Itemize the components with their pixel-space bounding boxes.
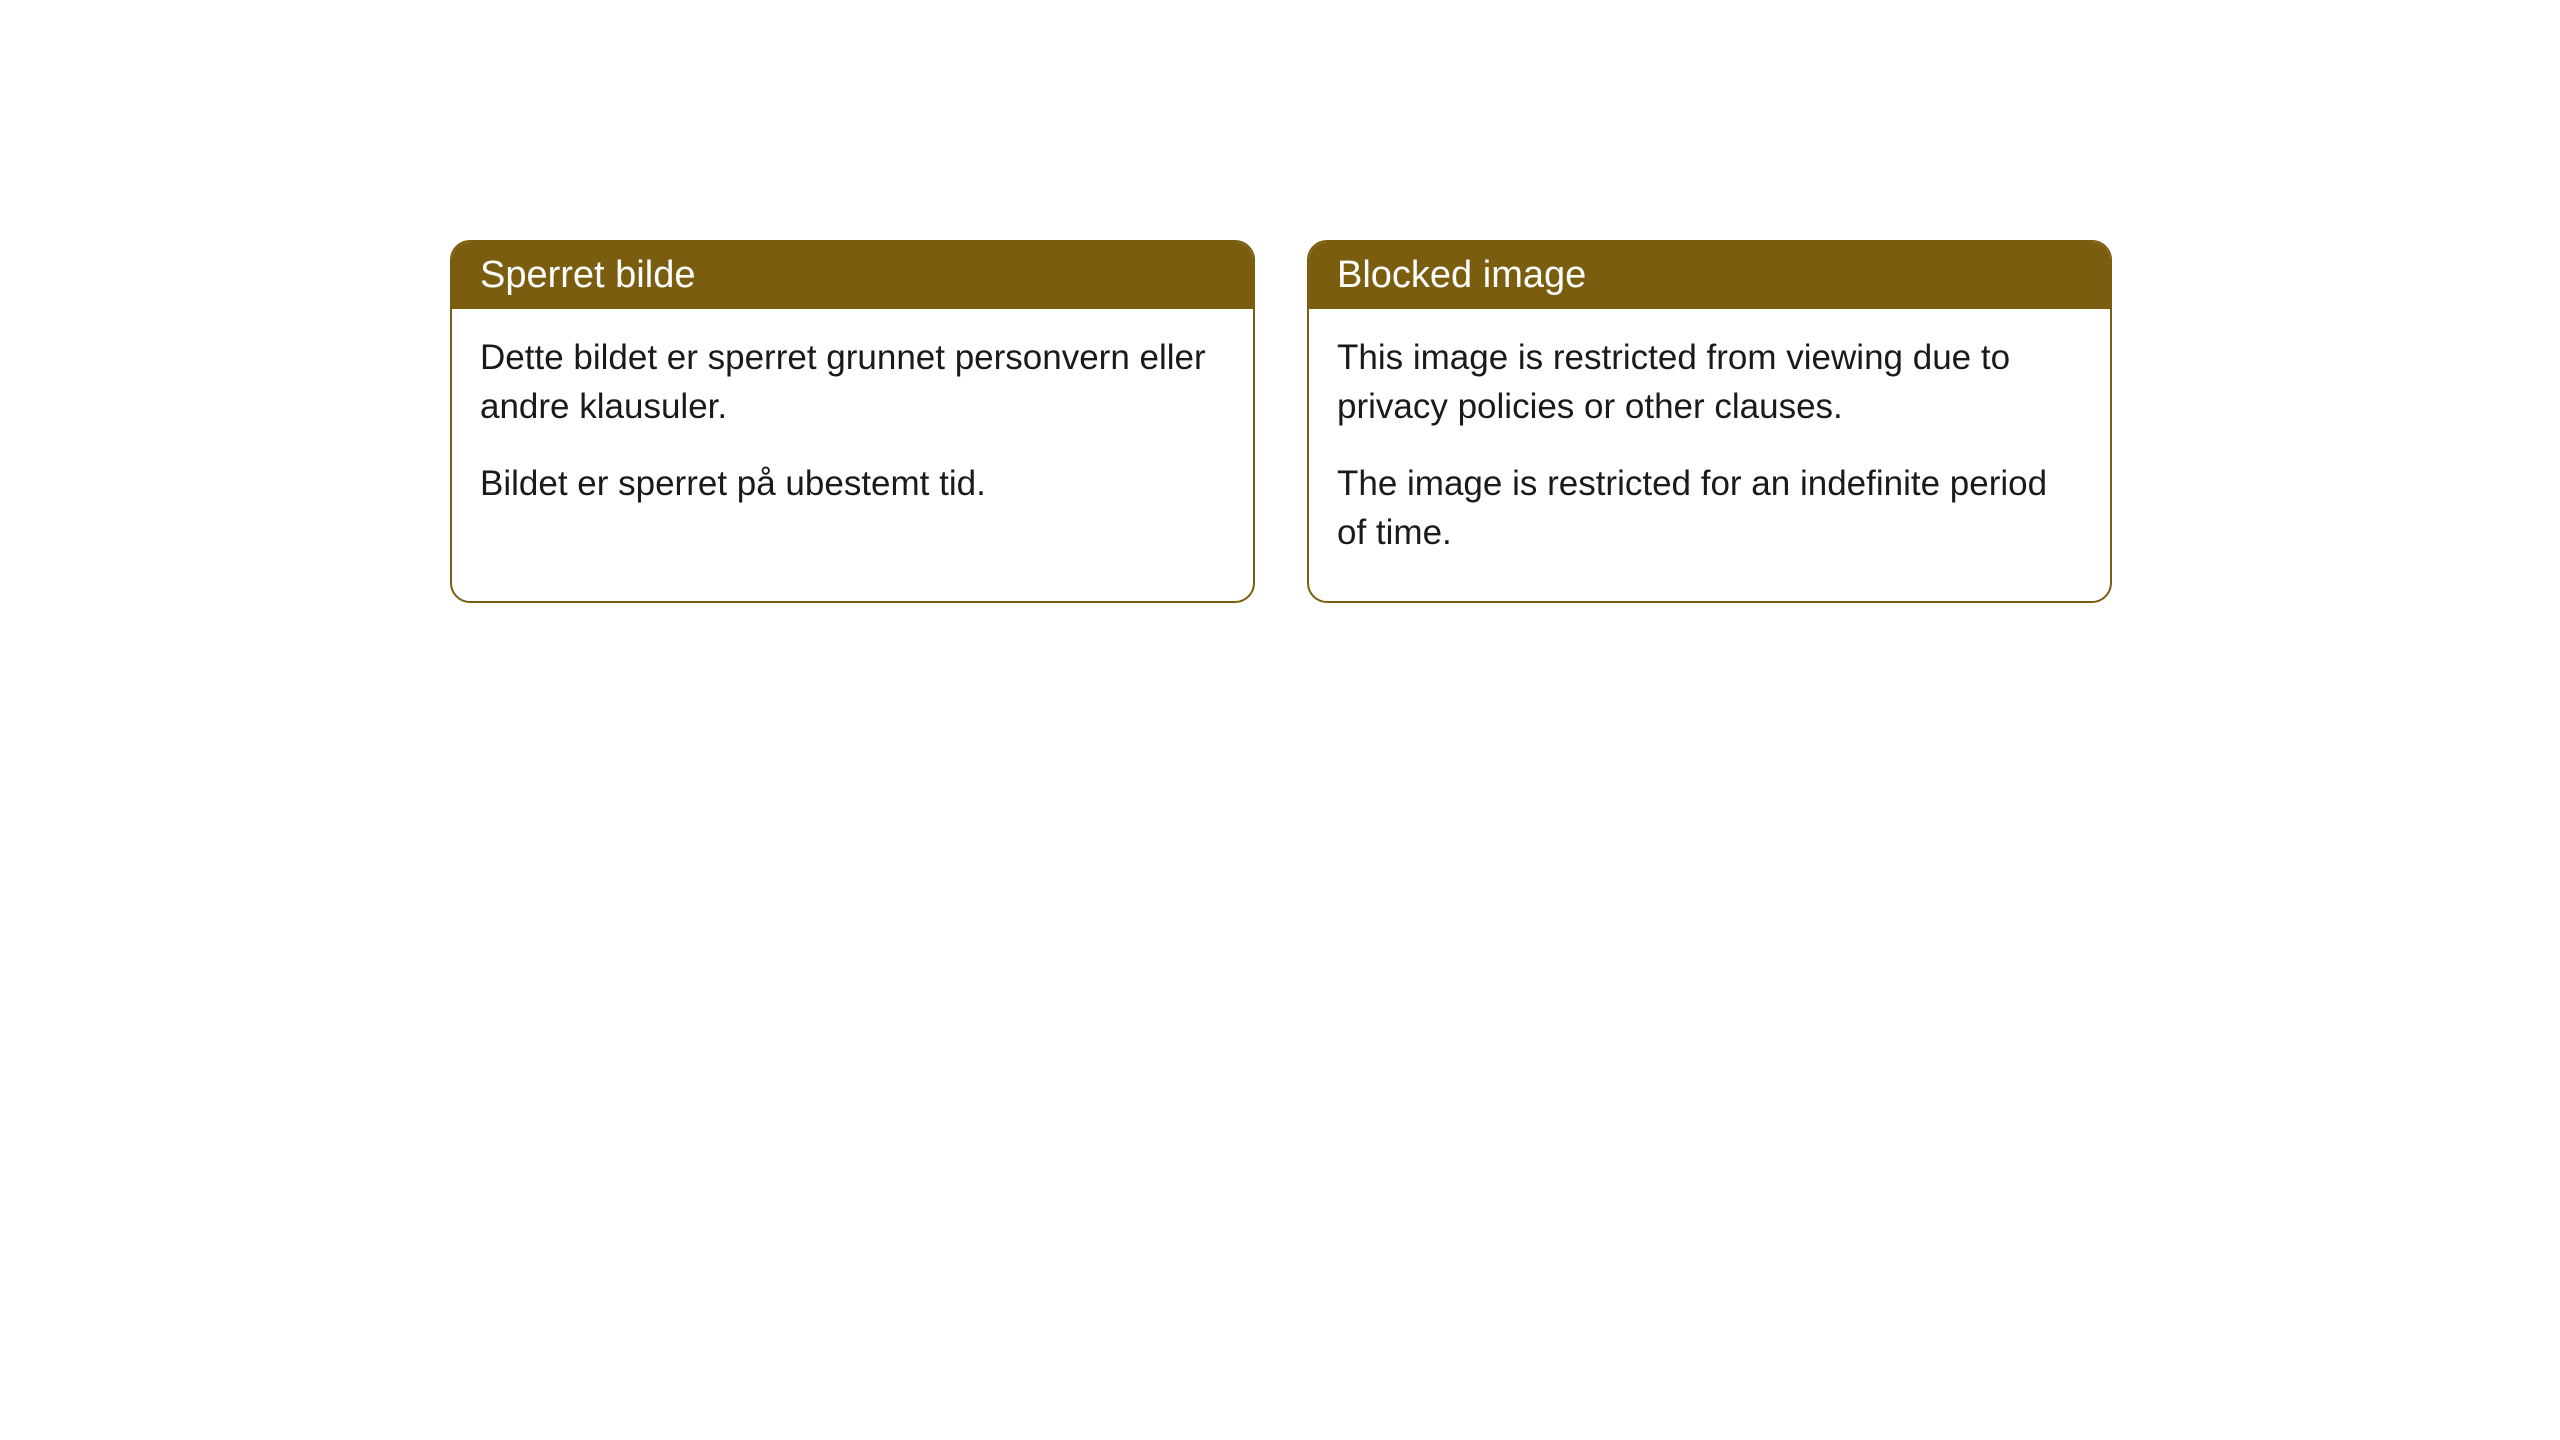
card-body: Dette bildet er sperret grunnet personve…: [452, 309, 1253, 552]
card-title: Blocked image: [1337, 254, 1586, 296]
notice-card-norwegian: Sperret bilde Dette bildet er sperret gr…: [450, 240, 1255, 603]
card-paragraph: Dette bildet er sperret grunnet personve…: [480, 333, 1225, 431]
card-paragraph: The image is restricted for an indefinit…: [1337, 459, 2082, 557]
card-paragraph: Bildet er sperret på ubestemt tid.: [480, 459, 1225, 508]
card-header: Blocked image: [1309, 242, 2110, 309]
card-paragraph: This image is restricted from viewing du…: [1337, 333, 2082, 431]
card-header: Sperret bilde: [452, 242, 1253, 309]
notice-card-english: Blocked image This image is restricted f…: [1307, 240, 2112, 603]
card-body: This image is restricted from viewing du…: [1309, 309, 2110, 601]
card-title: Sperret bilde: [480, 254, 695, 296]
notice-cards-container: Sperret bilde Dette bildet er sperret gr…: [450, 240, 2112, 603]
